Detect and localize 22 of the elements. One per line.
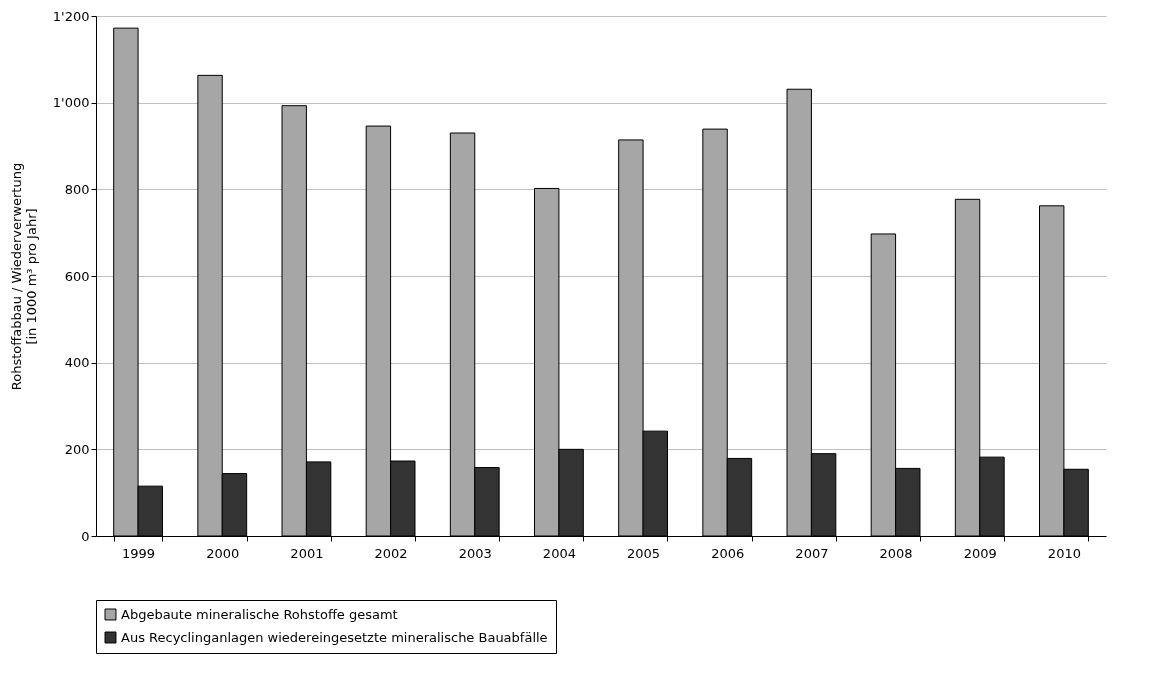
- y-tick-label: 200: [64, 441, 90, 457]
- y-tick-label: 400: [64, 355, 90, 371]
- legend-label: Abgebaute mineralische Rohstoffe gesamt: [121, 606, 398, 622]
- y-axis-title: Rohstoffabbau / Wiederverwertung [in 1000 m³ pro Jahr]: [8, 162, 39, 391]
- y-tick-label: 1'000: [52, 95, 90, 111]
- x-tick-label: 2006: [711, 545, 745, 561]
- x-tick-label: 2009: [963, 545, 997, 561]
- x-tick-label: 2005: [627, 545, 661, 561]
- x-tick-label: 2000: [206, 545, 240, 561]
- x-tick-label: 2008: [879, 545, 913, 561]
- x-tick-label: 2004: [542, 545, 576, 561]
- x-tick-label: 2007: [795, 545, 829, 561]
- x-tick-label: 2001: [290, 545, 324, 561]
- y-tick-label: 1'200: [52, 8, 90, 24]
- x-tick-label: 2002: [374, 545, 408, 561]
- x-tick-label: 1999: [122, 545, 156, 561]
- y-tick-label: 800: [64, 181, 90, 197]
- legend-label: Aus Recyclinganlagen wiedereingesetzte mineralische Bauabfälle: [121, 629, 548, 645]
- y-tick-label: 0: [81, 528, 90, 544]
- x-tick-label: 2010: [1047, 545, 1081, 561]
- y-tick-label: 600: [64, 268, 90, 284]
- x-tick-label: 2003: [458, 545, 492, 561]
